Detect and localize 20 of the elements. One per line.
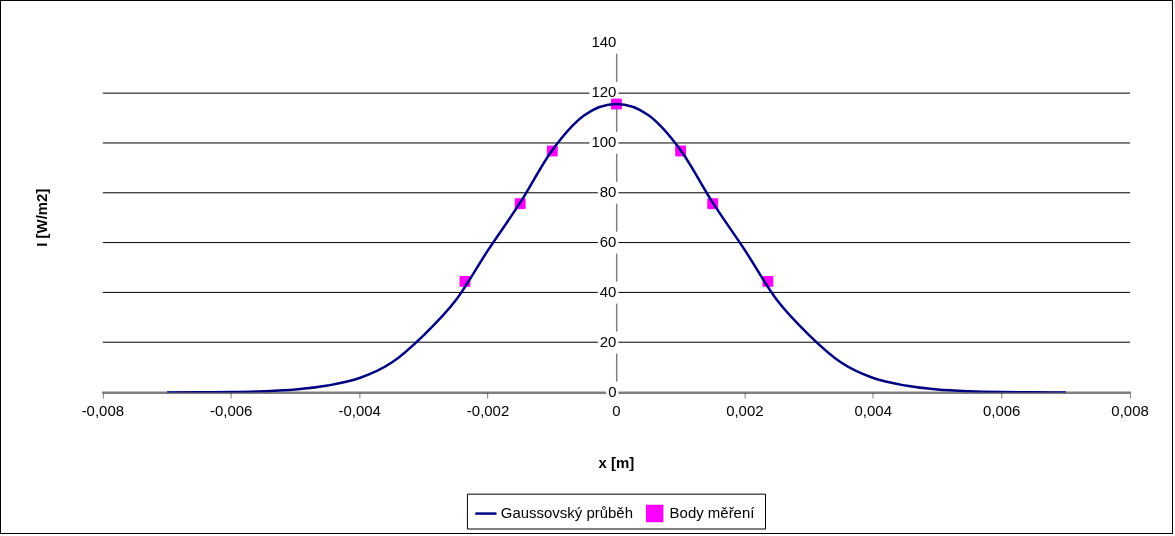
y-tick-label: 100 xyxy=(591,132,617,150)
y-tick-label: 140 xyxy=(591,32,617,50)
y-tick-label: 60 xyxy=(599,232,617,250)
x-tick-label: -0,008 xyxy=(81,401,125,419)
y-tick-label: 80 xyxy=(599,182,617,200)
x-tick-label: -0,002 xyxy=(466,401,510,419)
y-tick-label: 120 xyxy=(591,82,617,100)
x-tick-label: 0,002 xyxy=(726,401,764,419)
x-tick-label: 0,008 xyxy=(1111,401,1149,419)
y-axis-title: I [W/m2] xyxy=(33,188,51,247)
x-tick-label: 0,006 xyxy=(982,401,1021,419)
y-tick-label: 20 xyxy=(599,332,617,350)
x-tick-label: -0,006 xyxy=(210,401,253,419)
x-tick-label: -0,004 xyxy=(338,401,381,419)
y-tick-label: 40 xyxy=(599,282,617,300)
legend-label: Gaussovský průběh xyxy=(500,503,634,521)
x-axis-title: x [m] xyxy=(598,454,635,472)
y-tick-label: 0 xyxy=(608,382,617,400)
x-tick-label: 0,004 xyxy=(854,401,892,419)
legend-label: Body měření xyxy=(669,503,756,521)
